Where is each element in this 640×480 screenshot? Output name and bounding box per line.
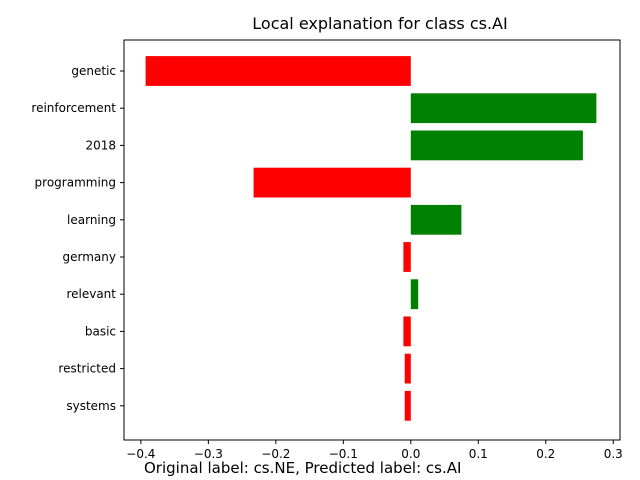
y-tick-label: reinforcement (31, 101, 116, 115)
x-tick-label: −0.3 (194, 447, 223, 461)
bar-programming (253, 167, 411, 198)
chart-caption: Original label: cs.NE, Predicted label: … (144, 459, 462, 477)
bar-learning (410, 204, 462, 235)
y-tick-label: programming (35, 176, 116, 190)
y-tick-label: learning (67, 213, 116, 227)
chart-title: Local explanation for class cs.AI (252, 14, 507, 33)
x-axis-ticks: −0.4 −0.3 −0.2 −0.1 0.0 0.1 0.2 0.3 (126, 440, 623, 461)
bars-group (145, 56, 597, 421)
bar-basic (403, 316, 411, 347)
y-tick-label: 2018 (85, 138, 116, 152)
x-tick-label: 0.3 (604, 447, 623, 461)
bar-genetic (145, 56, 411, 86)
bar-relevant (410, 279, 419, 310)
y-tick-label: relevant (66, 287, 116, 301)
bar-restricted (404, 353, 411, 384)
bar-systems (404, 390, 411, 421)
y-tick-label: germany (63, 250, 116, 264)
y-tick-label: genetic (71, 64, 116, 78)
x-tick-label: −0.4 (126, 447, 155, 461)
x-tick-label: −0.2 (261, 447, 290, 461)
y-axis-ticks: genetic reinforcement 2018 programming learn… (31, 64, 124, 413)
y-tick-label: basic (85, 324, 116, 338)
x-tick-label: 0.0 (401, 447, 420, 461)
x-tick-label: 0.1 (469, 447, 488, 461)
bar-germany (403, 242, 411, 272)
y-tick-label: restricted (58, 362, 116, 376)
bar-reinforcement (410, 93, 597, 124)
y-tick-label: systems (66, 399, 116, 413)
x-tick-label: 0.2 (536, 447, 555, 461)
bar-2018 (410, 130, 583, 161)
x-tick-label: −0.1 (329, 447, 358, 461)
plot-frame (123, 39, 621, 441)
